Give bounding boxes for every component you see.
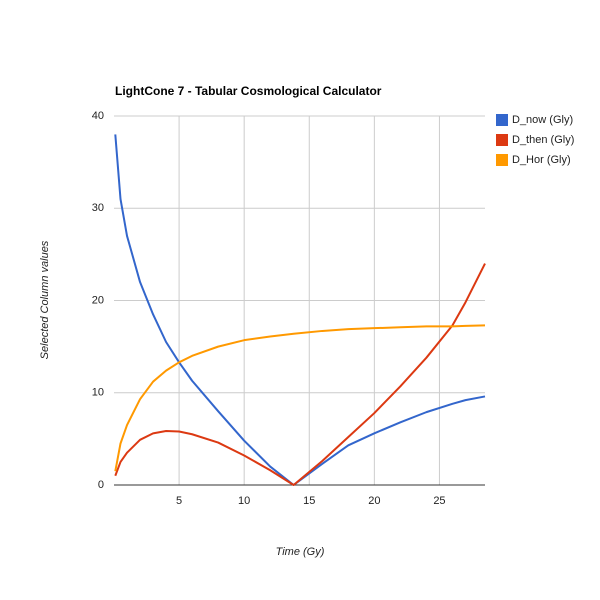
y-tick-label: 20	[92, 294, 104, 306]
x-tick-label: 15	[303, 495, 315, 507]
x-axis-title: Time (Gy)	[276, 546, 325, 558]
x-tick-label: 20	[368, 495, 380, 507]
series-line	[114, 263, 486, 486]
series-line	[114, 134, 486, 486]
x-tick-label: 25	[433, 495, 445, 507]
y-tick-label: 30	[92, 202, 104, 214]
chart-title: LightCone 7 - Tabular Cosmological Calcu…	[115, 84, 382, 98]
legend-label: D_now (Gly)	[512, 114, 573, 126]
x-tick-label: 5	[176, 495, 182, 507]
series-line	[114, 324, 486, 472]
y-tick-label: 10	[92, 387, 104, 399]
y-axis-title: Selected Column values	[39, 240, 51, 359]
y-tick-label: 0	[98, 479, 104, 491]
legend-swatch	[496, 134, 508, 146]
legend-label: D_then (Gly)	[512, 134, 574, 146]
x-tick-label: 10	[238, 495, 250, 507]
legend-label: D_Hor (Gly)	[512, 154, 571, 166]
legend-swatch	[496, 154, 508, 166]
y-tick-label: 40	[92, 110, 104, 122]
legend-swatch	[496, 114, 508, 126]
